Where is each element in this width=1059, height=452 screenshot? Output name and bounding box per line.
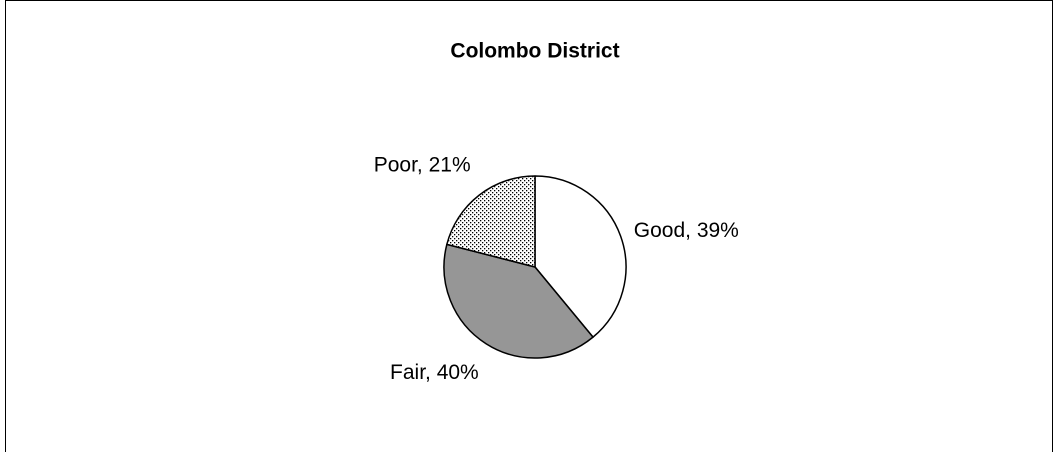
pie-slice xyxy=(446,175,536,268)
pie-slice xyxy=(534,175,627,338)
data-label: Poor, 21% xyxy=(374,154,471,177)
chart-title: Colombo District xyxy=(450,40,619,63)
data-label: Fair, 40% xyxy=(390,361,479,384)
data-label: Good, 39% xyxy=(634,219,739,242)
pie-slice xyxy=(443,243,594,359)
